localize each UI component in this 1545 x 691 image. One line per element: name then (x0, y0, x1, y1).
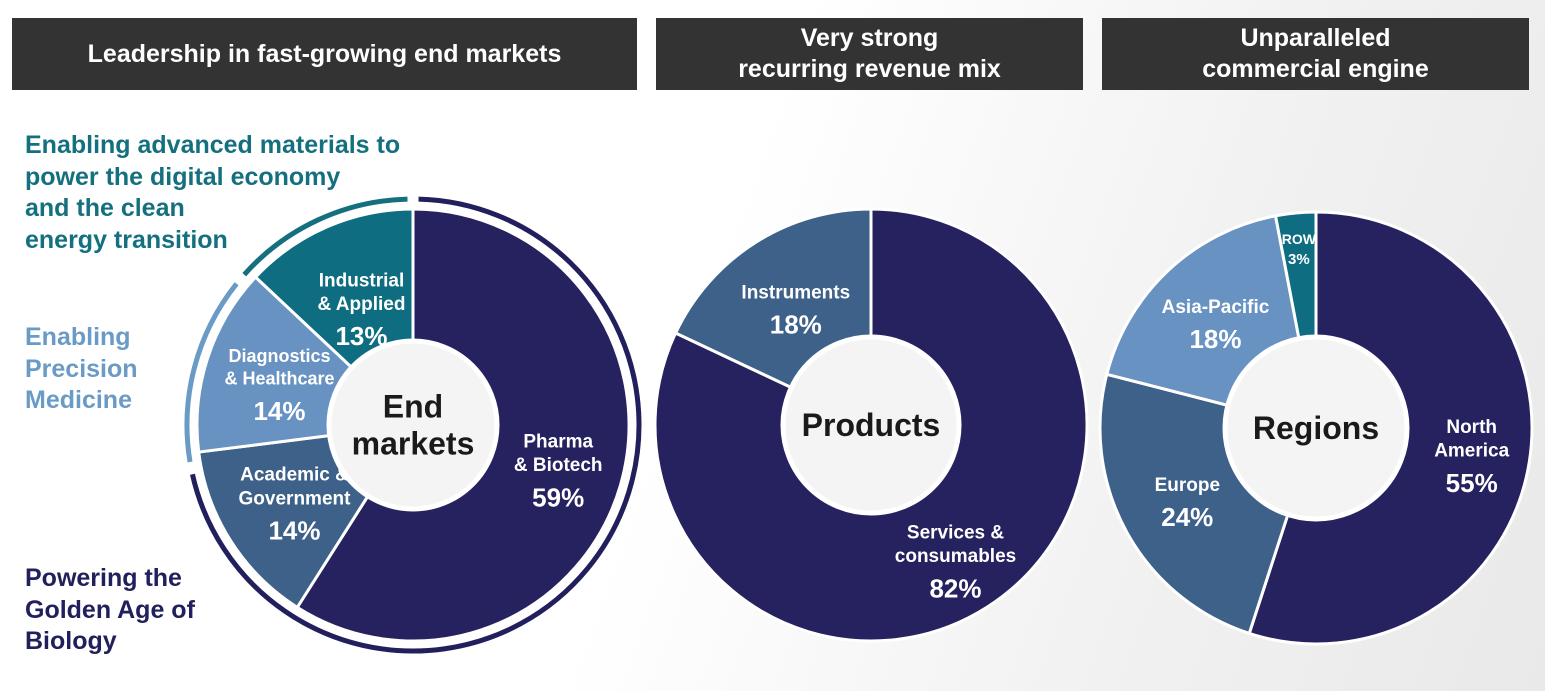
donut-center (326, 338, 500, 512)
category-advanced-materials-line-1: Enabling advanced materials to (25, 131, 401, 159)
slice-label-industrial-applied-1: Industrial (319, 270, 405, 291)
category-precision-medicine-line-2: Precision (25, 354, 138, 383)
center-label-end-markets-2: markets (352, 426, 475, 462)
center-label-end-markets-1: End (383, 389, 443, 425)
slice-label-academic-government-1: Academic & (240, 465, 349, 486)
header-end-markets-line-1: Leadership in fast-growing end markets (87, 39, 562, 68)
category-advanced-materials-line-4: energy transition (25, 225, 228, 254)
slice-label-diagnostics-healthcare-1: Diagnostics (228, 346, 330, 366)
slice-value-instruments: 18% (770, 310, 822, 340)
regions-chart: North America 55% Europe 24% Asia-Pacific 18% R… (1098, 210, 1534, 646)
header-end-markets: Leadership in fast-growing end markets (12, 18, 637, 90)
category-golden-age-biology: Powering the Golden Age of Biology (25, 563, 195, 658)
slice-value-europe: 24% (1161, 502, 1213, 532)
category-advanced-materials-line-3: and the clean (25, 194, 185, 222)
center-label-products-1: Products (802, 407, 941, 443)
slice-label-industrial-applied-2: & Applied (318, 294, 406, 315)
arc-advanced-materials (242, 196, 408, 277)
header-commercial-engine: Unparalleled commercial engine (1102, 18, 1529, 90)
category-precision-medicine-line-1: Enabling (25, 323, 131, 351)
category-advanced-materials-line-2: power the digital economy (25, 162, 341, 191)
category-precision-medicine-line-3: Medicine (25, 386, 132, 414)
slice-value-north-america: 55% (1446, 468, 1498, 498)
arc-precision-medicine (184, 282, 239, 463)
header-revenue-mix-line-1: Very strong (800, 24, 939, 52)
slice-value-academic-government: 14% (268, 515, 320, 545)
slice-label-north-america-2: America (1434, 441, 1509, 462)
slice-label-pharma-biotech-1: Pharma (523, 432, 593, 453)
slice-label-asia-pacific-1: Asia-Pacific (1162, 297, 1270, 318)
slice-label-academic-government-2: Government (239, 488, 352, 509)
header-revenue-mix-line-2: recurring revenue mix (738, 55, 1001, 83)
outer-category-arcs (184, 196, 642, 654)
arc-golden-age-biology (190, 196, 642, 654)
slice-value-services-consumables: 82% (929, 573, 981, 603)
slice-label-pharma-biotech-2: & Biotech (514, 455, 603, 476)
slice-label-diagnostics-healthcare-2: & Healthcare (224, 369, 334, 389)
slice-value-row: 3% (1288, 251, 1310, 268)
donut-center (1222, 334, 1410, 522)
slice-label-instruments-1: Instruments (741, 283, 850, 304)
slice-value-pharma-biotech: 59% (532, 482, 584, 512)
category-golden-age-line-1: Powering the (25, 564, 182, 592)
category-golden-age-line-3: Biology (25, 627, 117, 655)
category-advanced-materials: Enabling advanced materials to power the… (25, 130, 400, 256)
slice-label-row-1: ROW (1282, 231, 1317, 247)
slice-value-diagnostics-healthcare: 14% (253, 396, 305, 426)
end-markets-chart: Pharma& Biotech 59% Academic &Government 14… (195, 207, 631, 643)
slice-services-consumables (653, 207, 1089, 643)
category-golden-age-line-2: Golden Age of (25, 595, 195, 624)
slice-value-asia-pacific: 18% (1189, 324, 1241, 354)
slice-label-services-consumables-1: Services & (907, 522, 1004, 543)
header-commercial-line-1: Unparalleled (1240, 24, 1391, 52)
donut-center (780, 334, 962, 516)
products-chart: Services & consumables 82% Instruments 18% Pr… (653, 207, 1089, 643)
slice-label-north-america-1: North (1446, 417, 1497, 438)
slice-label-europe-1: Europe (1155, 475, 1220, 496)
header-commercial-line-2: commercial engine (1202, 55, 1429, 83)
center-label-regions-1: Regions (1253, 410, 1379, 446)
slice-label-services-consumables-2: consumables (895, 546, 1016, 567)
category-precision-medicine: Enabling Precision Medicine (25, 322, 138, 417)
header-revenue-mix: Very strong recurring revenue mix (656, 18, 1083, 90)
